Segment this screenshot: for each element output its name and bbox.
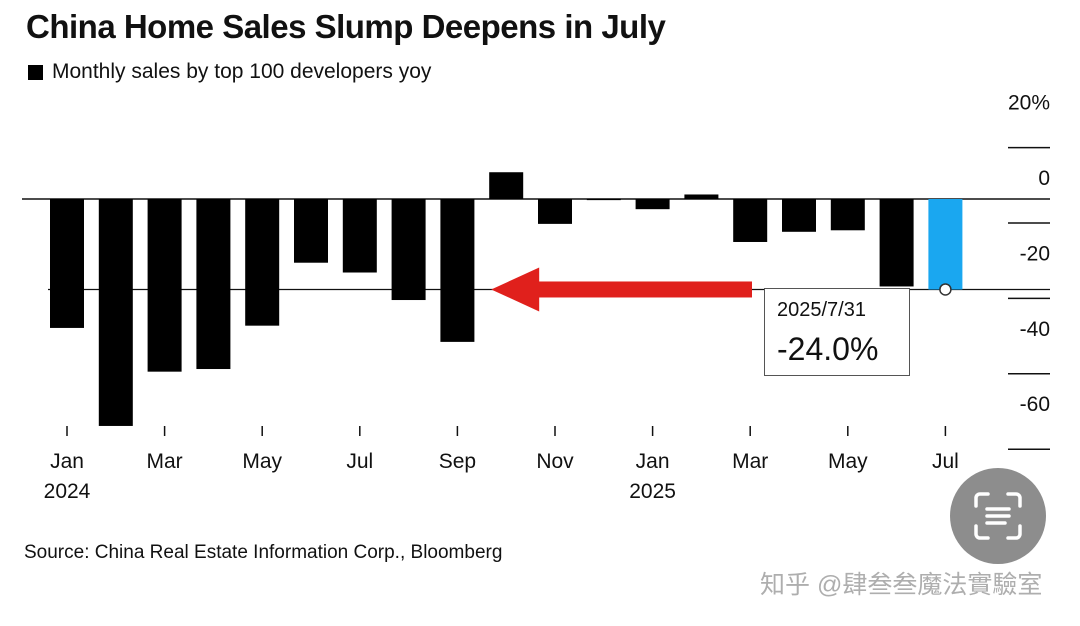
bar-2024-08 xyxy=(391,199,426,301)
bar-2024-11 xyxy=(538,199,572,224)
bar-2025-04 xyxy=(782,199,816,232)
x-tick-label: Jan xyxy=(50,450,84,473)
x-tick-label: Nov xyxy=(536,450,574,473)
y-tick-label: 0 xyxy=(1038,167,1050,190)
bar-2024-06 xyxy=(294,199,328,263)
x-tick-label: Sep xyxy=(439,450,476,473)
annotation-arrow-head xyxy=(491,267,540,312)
bar-2025-03 xyxy=(733,199,768,242)
watermark: 知乎 @肆叁叁魔法實驗室 xyxy=(760,571,1043,599)
y-tick-label: -60 xyxy=(1020,393,1050,416)
x-tick-label: May xyxy=(828,450,868,473)
bar-2024-04 xyxy=(196,199,231,370)
annotation-arrow-shaft xyxy=(535,281,752,298)
x-year-label: 2025 xyxy=(629,480,676,503)
text-scan-icon xyxy=(974,492,1022,540)
bar-2025-05 xyxy=(830,199,865,231)
bar-2024-02 xyxy=(98,199,133,426)
bar-2024-10 xyxy=(489,172,524,199)
x-year-label: 2024 xyxy=(44,480,91,503)
x-tick-label: Jul xyxy=(932,450,959,473)
x-tick-label: May xyxy=(242,450,282,473)
y-tick-label: -40 xyxy=(1020,318,1050,341)
x-tick-label: Mar xyxy=(732,450,768,473)
bar-2025-02 xyxy=(684,194,719,199)
bar-2024-05 xyxy=(245,199,280,326)
bar-2024-01 xyxy=(50,199,84,328)
x-tick-label: Jan xyxy=(636,450,670,473)
callout-date: 2025/7/31 xyxy=(777,299,866,321)
highlight-marker xyxy=(939,283,952,296)
bar-2024-09 xyxy=(440,199,475,342)
x-tick-label: Jul xyxy=(346,450,373,473)
y-tick-label: -20 xyxy=(1020,242,1050,265)
bar-2025-01 xyxy=(635,199,670,210)
source-note: Source: China Real Estate Information Co… xyxy=(24,542,503,563)
chart-title: China Home Sales Slump Deepens in July xyxy=(26,8,666,45)
value-callout: 2025/7/31 -24.0% xyxy=(764,288,910,376)
legend: Monthly sales by top 100 developers yoy xyxy=(28,60,431,84)
callout-value: -24.0% xyxy=(777,331,879,367)
legend-swatch xyxy=(28,64,43,80)
text-scan-button[interactable] xyxy=(950,468,1046,564)
y-tick-label: 20% xyxy=(1008,92,1050,115)
bar-2024-07 xyxy=(342,199,377,273)
legend-label: Monthly sales by top 100 developers yoy xyxy=(52,60,432,83)
x-tick-label: Mar xyxy=(147,450,183,473)
bar-2024-12 xyxy=(586,198,621,201)
bar-2025-07 xyxy=(928,199,963,290)
bar-2025-06 xyxy=(879,199,914,287)
bar-2024-03 xyxy=(147,199,182,372)
